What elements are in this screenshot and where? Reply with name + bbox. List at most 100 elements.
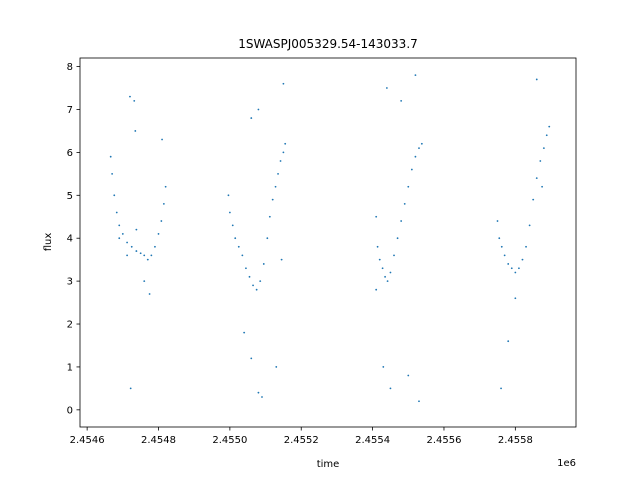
data-point xyxy=(542,147,545,150)
data-point xyxy=(139,252,142,255)
data-point xyxy=(274,185,277,188)
data-point xyxy=(118,237,121,240)
x-tick-label: 2.4552 xyxy=(284,435,319,446)
x-tick-label: 2.4550 xyxy=(212,435,247,446)
data-point xyxy=(280,258,283,261)
data-point xyxy=(259,280,262,283)
y-tick-label: 6 xyxy=(67,148,73,159)
y-tick-label: 5 xyxy=(67,191,73,202)
y-tick-label: 8 xyxy=(67,62,73,73)
data-point xyxy=(282,151,285,154)
data-point xyxy=(403,202,406,205)
data-point xyxy=(275,366,278,368)
data-point xyxy=(146,258,149,261)
data-point xyxy=(414,155,417,158)
data-point xyxy=(109,155,112,158)
data-point xyxy=(161,138,163,141)
data-point xyxy=(160,220,163,222)
data-point xyxy=(282,82,285,85)
chart-title: 1SWASPJ005329.54-143033.7 xyxy=(238,37,418,51)
data-point xyxy=(507,263,510,265)
data-point xyxy=(154,245,156,248)
data-point xyxy=(243,331,246,334)
data-point xyxy=(133,100,136,102)
data-point xyxy=(514,271,517,274)
data-point xyxy=(396,237,399,240)
data-point xyxy=(252,284,254,287)
data-point xyxy=(135,250,138,252)
data-point xyxy=(121,233,124,235)
y-tick-label: 1 xyxy=(67,362,73,373)
data-point xyxy=(407,185,410,188)
data-point xyxy=(277,172,279,175)
data-point xyxy=(113,194,116,197)
data-point xyxy=(414,74,417,77)
data-point xyxy=(385,87,388,89)
data-point xyxy=(539,160,542,162)
data-point xyxy=(548,125,551,128)
data-point xyxy=(157,233,160,235)
x-tick-label: 2.4546 xyxy=(70,435,105,446)
data-point xyxy=(384,275,386,278)
data-point xyxy=(496,220,499,222)
y-axis-ticks: 0 1 2 3 4 5 6 7 8 xyxy=(67,62,80,416)
data-point xyxy=(521,258,524,261)
data-point xyxy=(234,237,237,240)
plot-area-frame xyxy=(79,57,577,428)
data-point xyxy=(111,172,114,175)
y-tick-label: 0 xyxy=(67,405,73,416)
data-point xyxy=(400,100,403,102)
data-point xyxy=(134,130,137,132)
data-point xyxy=(381,267,384,270)
y-tick-label: 4 xyxy=(67,234,73,245)
data-point xyxy=(268,215,271,218)
data-point xyxy=(545,134,548,137)
y-tick-label: 3 xyxy=(67,277,73,288)
data-point xyxy=(250,357,253,360)
data-points-layer xyxy=(109,74,551,403)
y-tick-label: 2 xyxy=(67,320,73,331)
data-point xyxy=(514,297,517,300)
data-point xyxy=(266,237,269,240)
data-point xyxy=(407,374,410,377)
data-point xyxy=(386,280,389,283)
data-point xyxy=(535,177,538,180)
data-point xyxy=(255,288,258,291)
x-tick-label: 2.4556 xyxy=(426,435,461,446)
data-point xyxy=(148,293,151,295)
data-point xyxy=(518,267,520,270)
data-point xyxy=(135,228,138,231)
x-tick-label: 2.4558 xyxy=(498,435,533,446)
data-point xyxy=(400,220,403,222)
data-point xyxy=(378,258,381,261)
data-point xyxy=(535,78,538,81)
data-point xyxy=(143,280,146,283)
data-point xyxy=(532,198,535,201)
x-axis-ticks: 2.4546 2.4548 2.4550 2.4552 2.4554 2.4556 2.45… xyxy=(70,427,533,446)
data-point xyxy=(510,267,513,270)
data-point xyxy=(418,147,420,150)
data-point xyxy=(507,340,510,343)
data-point xyxy=(257,108,260,111)
data-point xyxy=(126,254,128,257)
data-point xyxy=(284,142,287,145)
data-point xyxy=(525,245,527,248)
data-point xyxy=(271,198,274,201)
data-point xyxy=(227,194,230,197)
data-point xyxy=(129,95,131,98)
y-tick-label: 7 xyxy=(67,105,73,116)
x-tick-label: 2.4548 xyxy=(141,435,176,446)
data-point xyxy=(279,160,282,162)
x-tick-label: 2.4554 xyxy=(355,435,390,446)
data-point xyxy=(500,387,502,390)
data-point xyxy=(130,245,133,248)
data-point xyxy=(231,224,234,227)
data-point xyxy=(389,387,392,390)
data-point xyxy=(420,142,423,145)
data-point xyxy=(376,245,379,248)
data-point xyxy=(541,185,543,188)
data-point xyxy=(500,245,503,248)
data-point xyxy=(382,366,385,368)
